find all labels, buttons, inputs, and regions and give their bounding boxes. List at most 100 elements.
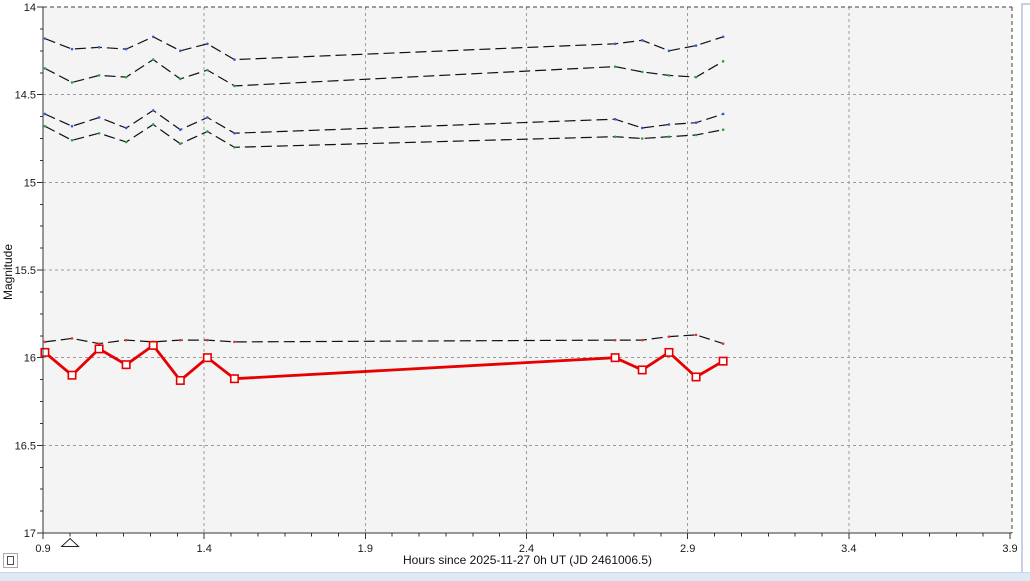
comparison-star-5-data-point <box>613 338 617 342</box>
x-tick-label: 3.9 <box>1002 543 1017 555</box>
target-star-data-point[interactable] <box>67 370 77 380</box>
y-tick-label: 14.5 <box>15 90 36 102</box>
comparison-star-3-data-point <box>667 123 671 126</box>
zoom-reset-button[interactable] <box>3 553 18 568</box>
comparison-star-2-data-point <box>721 60 725 63</box>
comparison-star-5-data-point <box>721 342 725 345</box>
comparison-star-5-data-point <box>179 338 182 342</box>
x-tick-label: 2.4 <box>519 543 534 555</box>
comparison-star-1-data-point <box>97 46 101 49</box>
comparison-star-4-data-point <box>233 145 236 149</box>
y-tick-label: 17 <box>24 528 36 540</box>
comparison-star-3-data-point <box>43 112 47 116</box>
comparison-star-3-data-point <box>721 112 725 116</box>
comparison-star-2-data-point <box>70 81 74 84</box>
comparison-star-3-data-point <box>179 128 182 132</box>
status-bar <box>0 572 1030 581</box>
y-axis-title: Magnitude <box>1 243 15 301</box>
comparison-star-3-data-point <box>124 126 128 130</box>
comparison-star-3-data-point <box>640 126 644 130</box>
x-tick-label: 1.4 <box>197 543 212 555</box>
time-marker-triangle[interactable] <box>60 537 80 547</box>
comparison-star-2-data-point <box>694 75 698 79</box>
comparison-star-1-data-point <box>613 42 617 46</box>
target-star-data-point[interactable] <box>148 340 158 350</box>
target-star-data-point[interactable] <box>664 347 674 357</box>
x-axis-title: Hours since 2025-11-27 0h UT (JD 2461006… <box>402 553 653 567</box>
comparison-star-2-data-point <box>613 65 617 68</box>
comparison-star-5-data-point <box>97 342 101 345</box>
comparison-star-4-data-point <box>70 138 74 142</box>
comparison-star-2-data-point <box>179 77 182 81</box>
comparison-star-3-data-point <box>613 117 617 121</box>
comparison-star-1-data-point <box>43 37 47 40</box>
comparison-star-4-data-point <box>667 135 671 139</box>
comparison-star-4-data-point <box>694 133 698 137</box>
y-tick-label: 15.5 <box>15 265 36 277</box>
comparison-star-4-data-point <box>179 142 182 146</box>
comparison-star-5-data-point <box>43 340 47 344</box>
target-star-data-point[interactable] <box>718 356 728 366</box>
target-star-data-point[interactable] <box>610 353 620 363</box>
comparison-star-5-data-point <box>124 338 128 342</box>
comparison-star-5-data-point <box>694 333 698 337</box>
comparison-star-2-data-point <box>124 75 128 79</box>
comparison-star-4-data-point <box>721 128 725 132</box>
comparison-star-2-data-point <box>640 70 644 74</box>
x-tick-label: 0.9 <box>35 543 50 555</box>
comparison-star-3-data-point <box>97 116 101 119</box>
target-star-data-point[interactable] <box>691 372 701 382</box>
comparison-star-1-data-point <box>667 49 671 53</box>
comparison-star-4-data-point <box>97 131 101 135</box>
y-tick-label: 16.5 <box>15 440 36 452</box>
comparison-star-5-data-point <box>70 337 74 340</box>
comparison-star-2-data-point <box>667 74 671 77</box>
comparison-star-4-data-point <box>124 140 128 144</box>
y-tick-label: 14 <box>24 2 36 14</box>
target-star-data-point[interactable] <box>229 374 239 384</box>
target-star-data-point[interactable] <box>121 360 131 370</box>
comparison-star-4-data-point <box>43 124 47 128</box>
x-tick-label: 1.9 <box>358 543 373 555</box>
comparison-star-5-data-point <box>667 335 671 338</box>
target-star-data-point[interactable] <box>202 353 212 363</box>
x-tick-label: 3.4 <box>841 543 856 555</box>
comparison-star-1-data-point <box>640 39 644 42</box>
x-tick-label: 2.9 <box>680 543 695 555</box>
square-icon <box>7 556 14 565</box>
comparison-star-2-data-point <box>206 68 209 72</box>
comparison-star-4-data-point <box>613 135 617 139</box>
comparison-star-3-data-point <box>70 124 74 128</box>
target-star-data-point[interactable] <box>40 347 50 357</box>
comparison-star-3-data-point <box>694 121 698 125</box>
comparison-star-3-data-point <box>233 131 236 135</box>
comparison-star-4-data-point <box>151 123 155 126</box>
comparison-star-1-data-point <box>70 47 74 51</box>
comparison-star-2-data-point <box>97 74 101 77</box>
comparison-star-1-data-point <box>721 35 725 39</box>
comparison-star-1-data-point <box>206 42 209 46</box>
y-tick-label: 15 <box>24 177 36 189</box>
comparison-star-1-data-point <box>124 47 128 51</box>
comparison-star-2-data-point <box>233 84 236 88</box>
comparison-star-5-data-point <box>233 340 236 344</box>
comparison-star-4-data-point <box>206 130 209 133</box>
comparison-star-1-data-point <box>233 58 236 61</box>
comparison-star-1-data-point <box>151 35 155 39</box>
panel-border-top-right <box>1021 3 1030 5</box>
comparison-star-1-data-point <box>179 49 182 53</box>
target-star-data-point[interactable] <box>94 344 104 354</box>
comparison-star-2-data-point <box>151 58 155 61</box>
comparison-star-3-data-point <box>151 109 155 112</box>
comparison-star-2-data-point <box>43 67 47 70</box>
y-tick-label: 16 <box>24 353 36 365</box>
panel-border-right <box>1021 3 1023 572</box>
comparison-star-5-data-point <box>640 338 644 342</box>
comparison-star-4-data-point <box>640 137 644 140</box>
target-star-data-point[interactable] <box>175 375 185 385</box>
comparison-star-3-data-point <box>206 116 209 119</box>
comparison-star-5-data-point <box>206 338 209 342</box>
target-star-data-point[interactable] <box>637 365 647 375</box>
